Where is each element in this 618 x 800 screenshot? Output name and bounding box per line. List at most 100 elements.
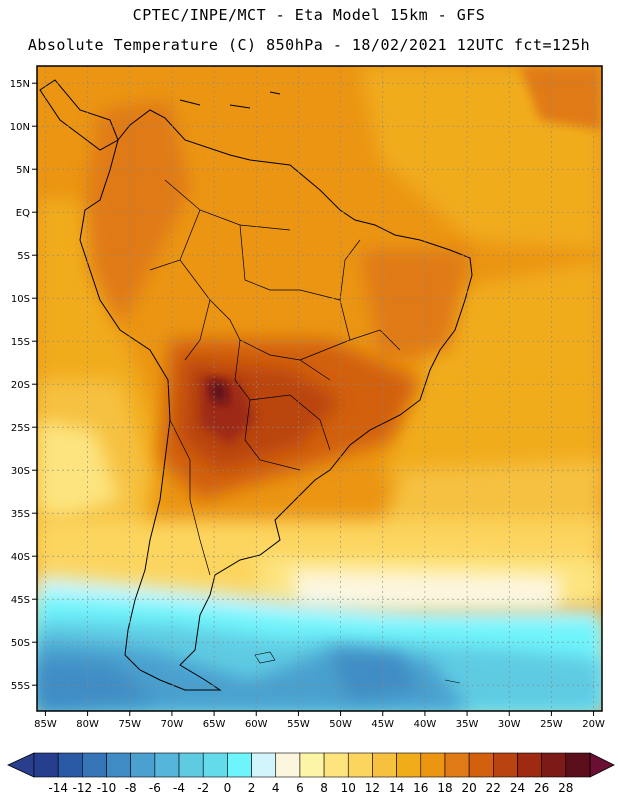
colorbar-label: 16 [413, 781, 428, 795]
colorbar-swatch [372, 752, 397, 778]
colorbar-swatch [347, 752, 373, 778]
colorbar-label: 2 [248, 781, 256, 795]
country-borders [149, 179, 401, 576]
colorbar-swatch [178, 752, 204, 778]
lat-tick-label: 25S [11, 423, 30, 434]
colorbar-label: 6 [296, 781, 304, 795]
colorbar-swatch [82, 752, 107, 778]
south-georgia [444, 679, 461, 684]
field-ne-brazil-hot [360, 250, 470, 360]
colorbar-low-arrow [7, 752, 35, 778]
colorbar-label: -14 [48, 781, 68, 795]
lon-tick-label: 30W [498, 719, 521, 730]
colorbar-swatch [275, 752, 301, 778]
field-south-cold-6 [330, 650, 420, 700]
colorbar-label: 8 [320, 781, 328, 795]
lat-tick-label: 55S [11, 681, 30, 692]
lon-tick-label: 55W [287, 719, 310, 730]
colorbar-label: 14 [389, 781, 404, 795]
colorbar-swatch [323, 752, 349, 778]
colorbar-label: -4 [173, 781, 185, 795]
lon-tick-label: 50W [329, 719, 352, 730]
graticule [37, 66, 602, 711]
colorbar-swatch [227, 752, 252, 778]
lon-tick-label: 40W [414, 719, 437, 730]
colorbar-label: -8 [125, 781, 137, 795]
lat-tick-label: 50S [11, 638, 30, 649]
lat-tick-label: 30S [11, 466, 30, 477]
lat-tick-label: 20S [11, 380, 30, 391]
temperature-field [37, 66, 602, 711]
colorbar-label: -6 [149, 781, 161, 795]
field-andes-hot [85, 100, 190, 330]
longitude-axis: 85W 80W 75W 70W 65W 60W 55W 50W 45W 40W 35W 30W 25W 2… [34, 711, 605, 730]
colorbar-swatch [202, 752, 228, 778]
colorbar-swatch [468, 752, 494, 778]
lat-tick-label: EQ [16, 208, 30, 219]
field-atlantic-south [380, 260, 602, 480]
field-core-peak [210, 380, 228, 405]
chart-subtitle: Absolute Temperature (C) 850hPa - 18/02/… [27, 36, 591, 54]
lon-tick-label: 60W [245, 719, 268, 730]
lat-tick-label: 45S [11, 595, 30, 606]
latitude-axis: 15N 10N 5N EQ 5S 10S 15S 20S 25S 30S 35S 40S 45S 50S 5… [10, 79, 37, 692]
colorbar-swatch [33, 752, 59, 778]
colorbar-label: 0 [224, 781, 232, 795]
colorbar-label: -12 [73, 781, 93, 795]
lon-tick-label: 35W [456, 719, 479, 730]
colorbar-label: -2 [197, 781, 209, 795]
south-america-coastline [79, 109, 473, 691]
colorbar-swatch [299, 752, 325, 778]
caribbean-islands [179, 91, 281, 109]
falklands [254, 651, 276, 664]
lon-tick-label: 25W [540, 719, 563, 730]
chart-title: CPTEC/INPE/MCT - Eta Model 15km - GFS [132, 6, 486, 24]
field-atlantic-nw-hot [520, 66, 602, 130]
colorbar-swatch [541, 752, 567, 778]
colorbar-swatch [444, 752, 470, 778]
colorbar-swatch [396, 752, 422, 778]
colorbar-swatch [57, 752, 83, 778]
lat-tick-label: 10S [11, 294, 30, 305]
colorbar-swatch [106, 752, 131, 778]
colorbar-swatch [420, 752, 446, 778]
lat-tick-label: 5N [16, 165, 30, 176]
colorbar-label: 20 [461, 781, 476, 795]
islands [254, 651, 461, 684]
lon-tick-label: 75W [118, 719, 141, 730]
lon-tick-label: 70W [161, 719, 184, 730]
colorbar-swatch [565, 752, 591, 778]
map-frame [36, 65, 603, 712]
colorbar-swatch [251, 752, 277, 778]
colorbar-label: 4 [272, 781, 280, 795]
colorbar-label: 28 [558, 781, 573, 795]
colorbar-label: 26 [534, 781, 549, 795]
colorbar-swatch [517, 752, 542, 778]
colorbar-swatch [493, 752, 518, 778]
colorbar-high-arrow [589, 752, 615, 778]
colorbar-label: -10 [97, 781, 117, 795]
borders [149, 179, 401, 576]
lat-tick-label: 15S [11, 337, 30, 348]
lon-tick-label: 65W [203, 719, 226, 730]
colorbar-label: 22 [486, 781, 501, 795]
colorbar-swatch [154, 752, 180, 778]
lat-tick-label: 35S [11, 509, 30, 520]
colorbar-swatch [130, 752, 156, 778]
colorbar-label: 18 [437, 781, 452, 795]
lon-tick-label: 20W [582, 719, 605, 730]
lon-tick-label: 85W [34, 719, 57, 730]
colorbar-label: 12 [365, 781, 380, 795]
coastlines [39, 79, 473, 691]
central-america-coastline [39, 79, 119, 151]
field-midlat-cooler [290, 570, 560, 610]
lat-tick-label: 15N [10, 79, 30, 90]
lon-tick-label: 45W [371, 719, 394, 730]
colorbar-label: 24 [510, 781, 525, 795]
lon-tick-label: 80W [76, 719, 99, 730]
lat-tick-label: 40S [11, 552, 30, 563]
colorbar-label: 10 [341, 781, 356, 795]
colorbar: -14 -12 -10 -8 -6 -4 -2 0 2 4 6 8 10 12 14 16 18 20 22 24 26… [7, 752, 615, 795]
lat-tick-label: 10N [10, 122, 30, 133]
